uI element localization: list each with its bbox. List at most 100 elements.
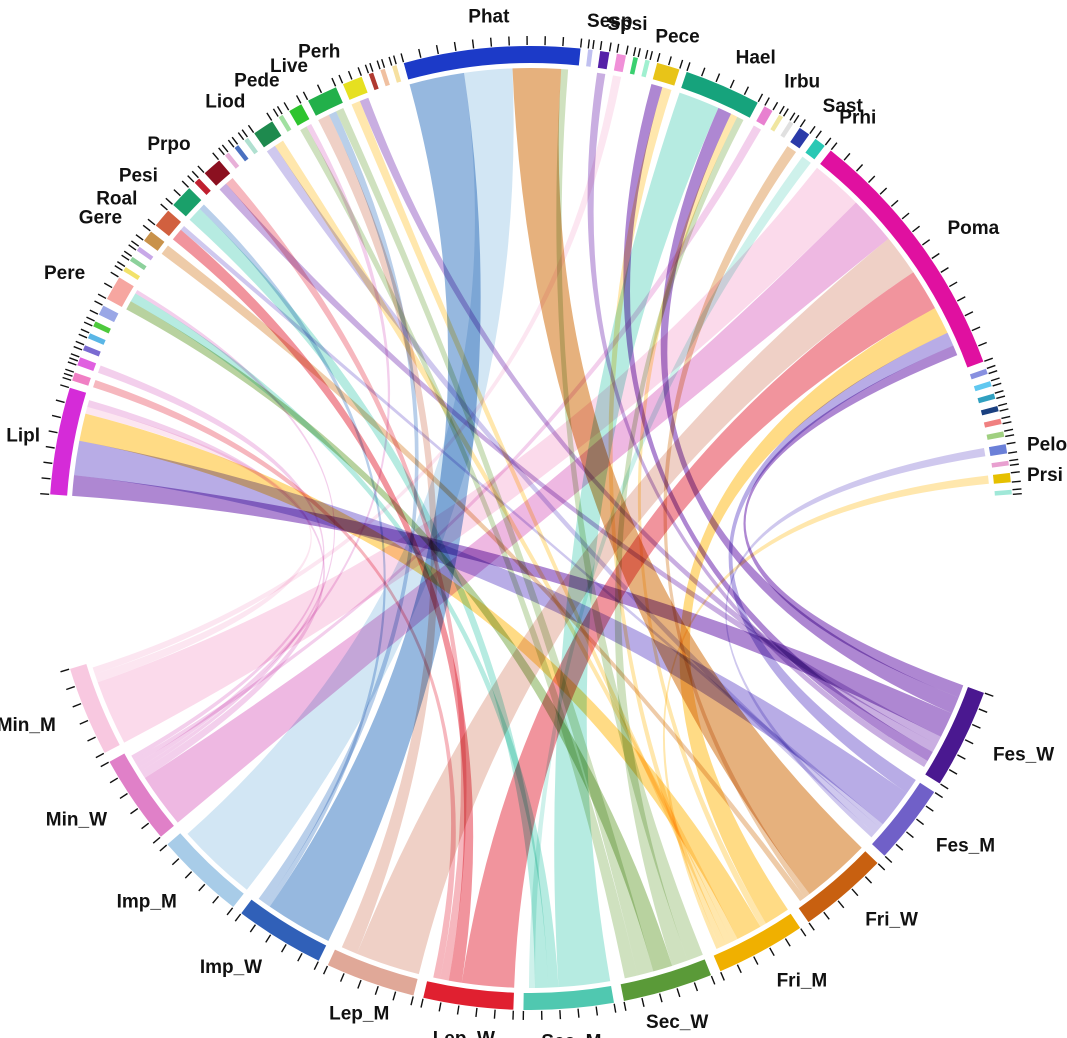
- sector-perh: [342, 76, 368, 100]
- tick-imp_w-2: [280, 943, 287, 953]
- sector-roal: [155, 210, 182, 237]
- tick-irbu-0: [764, 97, 770, 106]
- tick-imp_m-3: [184, 871, 193, 879]
- tick-fes_m-0: [934, 792, 943, 799]
- tick-poma-10: [940, 267, 949, 273]
- tick-mini1-0: [62, 376, 72, 381]
- tick-sm_x3-0: [994, 390, 1004, 394]
- tick-sec_m-0: [613, 1003, 617, 1013]
- tick-sm_x6-0: [1004, 428, 1014, 432]
- label-prsi: Prsi: [1027, 465, 1063, 486]
- sector-imp_w: [241, 899, 327, 961]
- tick-sm_w1-0: [778, 105, 785, 115]
- tick-sec_w-1: [693, 982, 699, 992]
- tick-fes_w-5: [948, 769, 958, 775]
- tick-sm_r1-0: [218, 147, 225, 156]
- tick-mini1-1: [63, 372, 73, 377]
- tick-sm_r1-1: [221, 144, 229, 153]
- tick-fri_w-1: [864, 876, 873, 884]
- sector-sm_y1: [991, 460, 1009, 468]
- label-roal: Roal: [96, 188, 137, 209]
- tick-live-1: [316, 84, 323, 94]
- tick-min_m-5: [60, 668, 70, 673]
- tick-poma-16: [984, 357, 993, 362]
- tick-sec_w-5: [623, 1001, 627, 1011]
- label-sast: Sast: [823, 96, 864, 117]
- tick-mini2-0: [67, 361, 77, 366]
- sector-pede: [289, 104, 310, 126]
- tick-imp_m-4: [171, 858, 180, 866]
- sector-spsi: [613, 53, 627, 73]
- tick-sm_x6-1: [1005, 434, 1015, 438]
- sector-sm_x1: [969, 368, 988, 380]
- sector-sm_x5: [983, 418, 1002, 428]
- sector-sm_r3: [244, 137, 258, 155]
- tick-min_w-1: [141, 822, 150, 830]
- tick-fri_m-0: [800, 928, 807, 937]
- sector-min_w: [109, 753, 174, 837]
- sector-sm_t2: [380, 68, 390, 87]
- sector-sm_v2: [641, 59, 650, 78]
- ribbon-roal-fes_m: [180, 225, 883, 828]
- tick-irbu-1: [772, 101, 779, 111]
- tick-sm_x2-0: [990, 377, 1000, 382]
- tick-phat-5: [489, 37, 493, 47]
- tick-poma-9: [931, 252, 940, 260]
- tick-lep_w-1: [493, 1009, 496, 1019]
- tick-roal-1: [160, 203, 168, 211]
- tick-sm_l4-1: [94, 300, 103, 306]
- tick-lep_m-0: [410, 996, 414, 1006]
- label-sec_w: Sec_W: [646, 1012, 708, 1033]
- sector-sm_p3: [136, 246, 154, 261]
- label-lep_w: Lep_W: [433, 1029, 495, 1038]
- tick-sm_w2-0: [789, 112, 796, 121]
- tick-sm_w1-1: [782, 108, 789, 117]
- tick-sm_s1-0: [272, 108, 279, 117]
- tick-sm_r2-1: [231, 136, 239, 145]
- tick-sm_v1-1: [637, 48, 641, 58]
- ribbon-poma-min_w: [144, 202, 889, 823]
- tick-fes_w-6: [940, 783, 949, 790]
- sector-sec_m: [523, 986, 615, 1010]
- tick-sm_l2-0: [78, 333, 88, 339]
- tick-min_w-2: [130, 807, 139, 815]
- tick-pece-1: [668, 56, 672, 66]
- label-min_w: Min_W: [46, 810, 107, 831]
- tick-sm_q1-0: [187, 175, 195, 183]
- tick-sm_u1-0: [587, 39, 590, 49]
- tick-pece-0: [656, 52, 661, 63]
- tick-sm_y1-1: [1009, 463, 1019, 466]
- tick-sm_x1-1: [988, 370, 998, 375]
- tick-sec_w-4: [641, 997, 645, 1008]
- tick-min_w-4: [109, 777, 119, 784]
- sector-sm_v1: [629, 57, 638, 75]
- tick-fes_w-4: [957, 754, 966, 760]
- sector-pelo: [988, 444, 1008, 456]
- label-live: Live: [270, 56, 308, 77]
- tick-lep_w-4: [438, 1002, 442, 1012]
- sector-lipl: [50, 387, 87, 496]
- ribbon-lipl-min_w: [87, 400, 325, 779]
- tick-fri_w-2: [851, 888, 859, 897]
- sector-sm_t1: [368, 72, 379, 91]
- tick-poma-0: [830, 142, 838, 151]
- sector-fri_w: [798, 851, 878, 923]
- tick-perh-1: [347, 70, 353, 80]
- tick-poma-7: [912, 225, 921, 233]
- sector-sm_p1: [123, 267, 141, 281]
- tick-phat-9: [562, 37, 565, 47]
- tick-lep_w-2: [475, 1007, 478, 1017]
- tick-fes_m-5: [884, 855, 893, 864]
- tick-hael-0: [686, 62, 691, 72]
- tick-sm_t2-0: [376, 60, 381, 70]
- tick-sm_l3-0: [83, 321, 93, 327]
- label-fri_w: Fri_W: [865, 910, 918, 931]
- label-imp_m: Imp_M: [117, 891, 177, 912]
- tick-roal-0: [147, 218, 156, 226]
- tick-fri_w-4: [823, 911, 830, 920]
- sector-sm_x2: [973, 381, 992, 392]
- tick-imp_w-5: [234, 913, 242, 922]
- sector-sm_s1: [278, 114, 292, 132]
